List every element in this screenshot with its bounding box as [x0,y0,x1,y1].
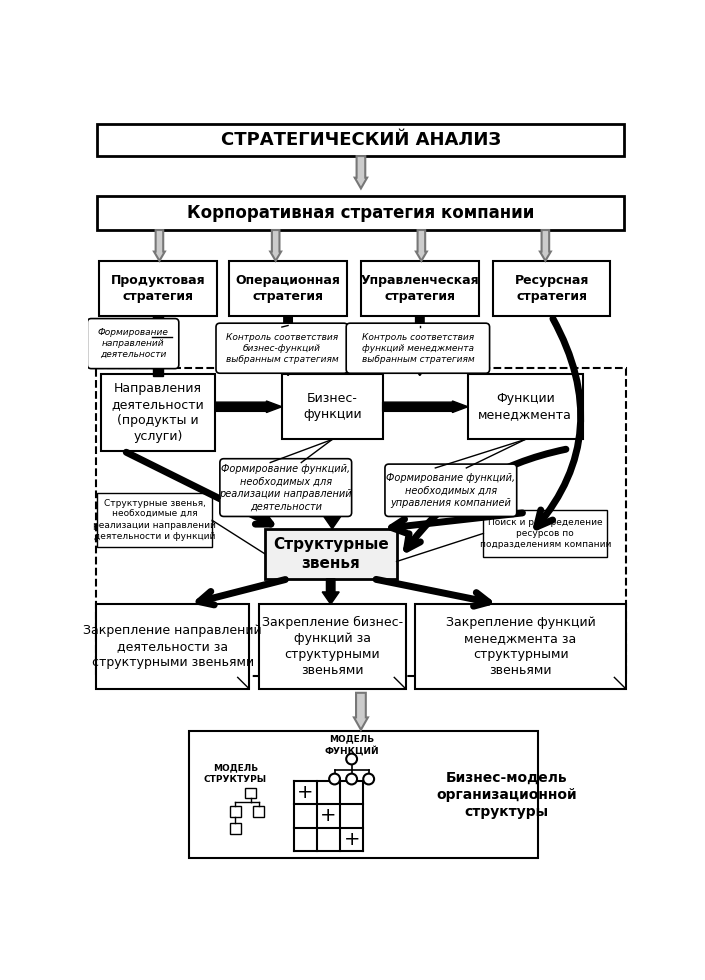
Polygon shape [411,317,429,375]
Text: Ресурсная
стратегия: Ресурсная стратегия [515,274,589,303]
Text: +: + [320,807,336,825]
Text: МОДЕЛЬ
ФУНКЦИЙ: МОДЕЛЬ ФУНКЦИЙ [324,735,379,756]
FancyBboxPatch shape [220,459,352,516]
Text: Поиск и распределение
ресурсов по
подразделениям компании: Поиск и распределение ресурсов по подраз… [479,517,611,549]
Polygon shape [149,317,166,364]
Text: МОДЕЛЬ
СТРУКТУРЫ: МОДЕЛЬ СТРУКТУРЫ [204,763,267,784]
Text: СТРАТЕГИЧЕСКИЙ АНАЛИЗ: СТРАТЕГИЧЕСКИЙ АНАЛИЗ [221,131,501,149]
Bar [230,806,241,816]
Text: Закрепление направлений
деятельности за
структурными звеньями: Закрепление направлений деятельности за … [83,624,262,669]
Bar [96,605,250,689]
Polygon shape [280,317,297,375]
Polygon shape [154,230,165,261]
Circle shape [329,773,340,784]
FancyBboxPatch shape [385,465,517,516]
FancyBboxPatch shape [216,323,348,373]
Bar [229,261,347,317]
Text: +: + [343,830,360,849]
Text: Управленческая
стратегия: Управленческая стратегия [360,274,479,303]
Bar [97,196,625,230]
Text: Бизнес-
функции: Бизнес- функции [303,392,362,421]
Text: Функции
менеджмента: Функции менеджмента [478,392,572,421]
Text: Структурные звенья,
необходимые для
реализации направлений
деятельности и функци: Структурные звенья, необходимые для реал… [93,499,216,542]
Text: +: + [297,783,314,803]
Polygon shape [270,230,281,261]
Bar [97,493,212,547]
Bar [415,605,626,689]
Bar [253,806,264,816]
Circle shape [346,754,357,764]
Bar [101,374,215,451]
Text: Контроль соответствия
бизнес-функций
выбранным стратегиям: Контроль соответствия бизнес-функций выб… [226,332,338,364]
Bar [97,123,625,156]
Text: Операционная
стратегия: Операционная стратегия [235,274,341,303]
Text: Формирование функций,
необходимых для
реализации направлений
деятельности: Формирование функций, необходимых для ре… [219,464,352,512]
Polygon shape [153,317,163,375]
Polygon shape [215,401,282,413]
Text: Бизнес-модель
организационной
структуры: Бизнес-модель организационной структуры [436,770,577,819]
Text: Структурные
звенья: Структурные звенья [273,537,388,570]
Bar [361,261,479,317]
FancyBboxPatch shape [87,318,179,368]
Circle shape [346,773,357,784]
Text: Закрепление функций
менеджмента за
структурными
звеньями: Закрепление функций менеджмента за струк… [446,616,596,677]
Bar [484,511,608,557]
Bar [493,261,611,317]
Text: Закрепление бизнес-
функций за
структурными
звеньями: Закрепление бизнес- функций за структурн… [262,616,403,677]
Text: Формирование функций,
необходимых для
управления компанией: Формирование функций, необходимых для уп… [386,473,515,508]
Polygon shape [355,156,367,188]
Polygon shape [354,693,368,730]
Bar [99,261,216,317]
Bar [265,529,397,579]
Bar [230,823,241,834]
Polygon shape [416,230,427,261]
Circle shape [363,773,374,784]
Bar [468,374,582,439]
Bar [245,788,257,799]
Bar [282,374,383,439]
Polygon shape [383,401,468,413]
Bar [189,731,538,858]
Text: Формирование
направлений
деятельности: Формирование направлений деятельности [97,328,168,360]
Polygon shape [540,230,551,261]
Polygon shape [322,579,339,605]
Text: Продуктовая
стратегия: Продуктовая стратегия [111,274,205,303]
Text: Корпоративная стратегия компании: Корпоративная стратегия компании [188,204,534,222]
FancyBboxPatch shape [346,323,489,373]
Text: Контроль соответствия
функций менеджмента
выбранным стратегиям: Контроль соответствия функций менеджмент… [362,332,474,364]
Text: Направления
деятельности
(продукты и
услуги): Направления деятельности (продукты и усл… [111,382,204,443]
Polygon shape [324,513,341,529]
Bar [96,368,626,676]
Bar [259,605,406,689]
